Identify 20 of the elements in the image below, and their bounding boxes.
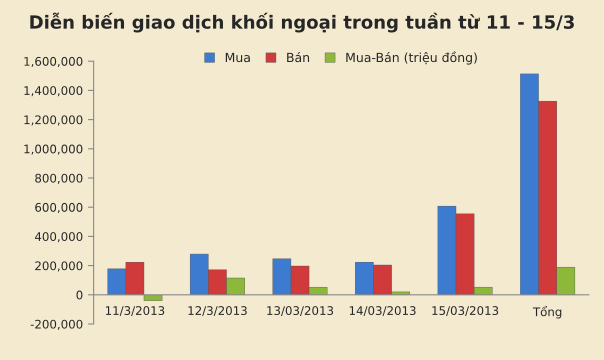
y-tick-label: 800,000 [35, 174, 82, 184]
y-tick-label: 400,000 [34, 232, 82, 242]
legend-label: Bán [287, 52, 310, 62]
y-tick-label: -200,000 [30, 320, 82, 330]
y-tick-label: 600,000 [35, 202, 82, 214]
x-tick-label: 11/3/2013 [106, 306, 164, 316]
x-tick-label: Tổng [532, 306, 562, 319]
y-tick-label: 1,400,000 [24, 86, 82, 96]
legend-label: Mua-Bán (triệu đồng) [346, 51, 477, 65]
y-tick-label: 200,000 [35, 261, 82, 272]
y-tick-label: 1,000,000 [24, 144, 82, 155]
x-tick-label: 12/3/2013 [188, 306, 247, 316]
chart-title: Diễn biến giao dịch khối ngoại trong tuần từ 11 - 15/3 [30, 12, 574, 32]
y-tick-label: 1,600,000 [24, 56, 82, 68]
x-tick-label: 13/03/2013 [267, 306, 334, 316]
legend-label: Mua [226, 52, 250, 62]
x-tick-label: 15/03/2013 [432, 306, 498, 316]
y-tick-label: 0 [76, 290, 82, 300]
y-tick-label: 1,200,000 [24, 115, 82, 126]
x-tick-label: 14/03/2013 [350, 306, 416, 316]
